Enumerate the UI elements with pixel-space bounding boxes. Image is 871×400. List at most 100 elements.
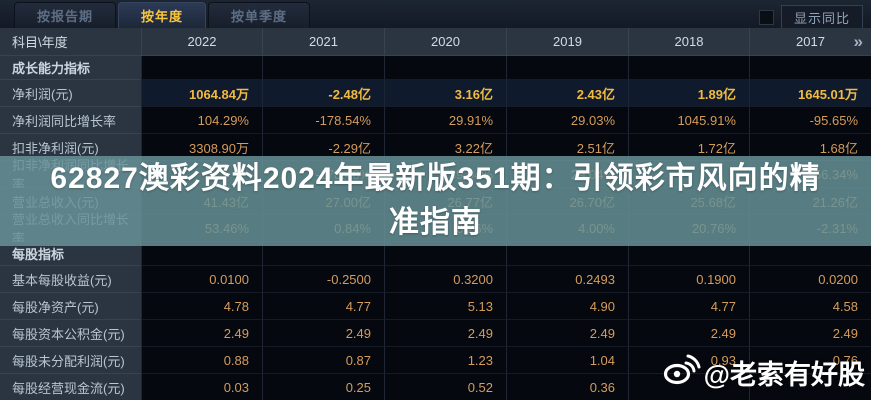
row-label: 扣非净利润同比增长率: [0, 158, 141, 192]
tab-by-report-period[interactable]: 按报告期: [14, 2, 117, 28]
value-cell: 0.52: [384, 374, 506, 400]
value-cell: 0.0100: [141, 266, 262, 293]
value-cell: 0.03: [141, 374, 262, 400]
row-label: 净利润(元): [0, 80, 141, 107]
show-yoy-button[interactable]: 显示同比: [780, 5, 863, 30]
table-row[interactable]: 净利润(元) 1064.84万 -2.48亿 3.16亿 2.43亿 1.89亿 1645.…: [0, 80, 871, 107]
table-row[interactable]: 扣非净利润同比增长率 -178.46% 39.04% 29.04% -56.34%: [0, 158, 871, 192]
value-cell: 26.77亿: [384, 188, 506, 215]
row-label: 每股净资产(元): [0, 293, 141, 320]
section-empty-cell: [628, 56, 749, 80]
value-cell: 21.26亿: [749, 188, 871, 215]
value-cell: 0.76: [749, 347, 871, 374]
value-cell: 3.16亿: [384, 80, 506, 107]
value-cell: 1.04: [506, 347, 628, 374]
value-cell: 0.87: [262, 347, 384, 374]
tab-by-single-quarter[interactable]: 按单季度: [208, 2, 311, 28]
year-header-2017: 2017»: [749, 28, 871, 56]
value-cell: 0.2493: [506, 266, 628, 293]
row-label: 每股经营现金流(元): [0, 374, 141, 400]
row-label: 净利润同比增长率: [0, 107, 141, 134]
section-empty-cell: [506, 242, 628, 266]
value-cell: 2.49: [506, 320, 628, 347]
value-cell: 1064.84万: [141, 80, 262, 107]
value-cell: 39.04%: [384, 161, 506, 188]
value-cell: 29.91%: [384, 107, 506, 134]
corner-header-cell: 科目\年度: [0, 28, 141, 56]
section-empty-cell: [141, 242, 262, 266]
value-cell: [628, 374, 749, 400]
value-cell: 0.36: [506, 374, 628, 400]
value-cell: 4.58: [749, 293, 871, 320]
value-cell: 41.43亿: [141, 188, 262, 215]
value-cell: 4.77: [262, 293, 384, 320]
value-cell: [141, 161, 262, 188]
value-cell: 2.43亿: [506, 80, 628, 107]
value-cell: [628, 161, 749, 188]
section-empty-cell: [384, 56, 506, 80]
table-row[interactable]: 每股未分配利润(元) 0.88 0.87 1.23 1.04 0.93 0.76: [0, 347, 871, 374]
value-cell: 20.76%: [628, 215, 749, 242]
section-title: 成长能力指标: [0, 56, 141, 80]
value-cell: 0.0200: [749, 266, 871, 293]
value-cell: 2.51亿: [506, 134, 628, 161]
value-cell: 2.49: [141, 320, 262, 347]
value-cell: 1.89亿: [628, 80, 749, 107]
section-empty-cell: [749, 56, 871, 80]
value-cell: 1.23: [384, 347, 506, 374]
section-empty-cell: [628, 242, 749, 266]
tab-by-year[interactable]: 按年度: [118, 2, 207, 28]
value-cell: -95.65%: [749, 107, 871, 134]
row-label: 基本每股收益(元): [0, 266, 141, 293]
value-cell: 0.26%: [384, 215, 506, 242]
section-empty-cell: [141, 56, 262, 80]
value-cell: -2.31%: [749, 215, 871, 242]
value-cell: 2.49: [262, 320, 384, 347]
value-cell: 25.68亿: [628, 188, 749, 215]
value-cell: 53.46%: [141, 215, 262, 242]
row-label: 每股资本公积金(元): [0, 320, 141, 347]
table-row[interactable]: 每股净资产(元) 4.78 4.77 5.13 4.90 4.77 4.58: [0, 293, 871, 320]
value-cell: 27.00亿: [262, 188, 384, 215]
table-row[interactable]: 每股资本公积金(元) 2.49 2.49 2.49 2.49 2.49 2.49: [0, 320, 871, 347]
financial-table: 科目\年度 2022 2021 2020 2019 2018 2017» 成长能力指标 净利润(…: [0, 28, 871, 400]
value-cell: 4.77: [628, 293, 749, 320]
value-cell: [749, 374, 871, 400]
value-cell: 2.49: [384, 320, 506, 347]
year-header-2018: 2018: [628, 28, 749, 56]
value-cell: 29.03%: [506, 107, 628, 134]
table-row[interactable]: 营业总收入同比增长率 53.46% 0.84% 0.26% 4.00% 20.76% -2.…: [0, 212, 871, 246]
value-cell: 104.29%: [141, 107, 262, 134]
value-cell: 0.3200: [384, 266, 506, 293]
value-cell: 3308.90万: [141, 134, 262, 161]
value-cell: -178.54%: [262, 107, 384, 134]
value-cell: 1645.01万: [749, 80, 871, 107]
value-cell: -0.2500: [262, 266, 384, 293]
section-header-row: 成长能力指标: [0, 56, 871, 80]
tab-bar: 按报告期 按年度 按单季度 显示同比: [0, 0, 871, 30]
value-cell: 4.00%: [506, 215, 628, 242]
value-cell: -2.29亿: [262, 134, 384, 161]
year-header-2021: 2021: [262, 28, 384, 56]
section-header-row: 每股指标: [0, 242, 871, 266]
section-empty-cell: [262, 242, 384, 266]
value-cell: -2.48亿: [262, 80, 384, 107]
value-cell: 0.93: [628, 347, 749, 374]
value-cell: 1045.91%: [628, 107, 749, 134]
table-header-row: 科目\年度 2022 2021 2020 2019 2018 2017»: [0, 28, 871, 56]
more-columns-icon[interactable]: »: [853, 31, 863, 51]
value-cell: 2.49: [749, 320, 871, 347]
value-cell: 4.90: [506, 293, 628, 320]
section-empty-cell: [749, 242, 871, 266]
show-yoy-checkbox[interactable]: [758, 10, 774, 25]
table-row[interactable]: 每股经营现金流(元) 0.03 0.25 0.52 0.36: [0, 374, 871, 400]
year-header-2022: 2022: [141, 28, 262, 56]
value-cell: 3.22亿: [384, 134, 506, 161]
row-label: 每股未分配利润(元): [0, 347, 141, 374]
year-header-2020: 2020: [384, 28, 506, 56]
year-header-2019: 2019: [506, 28, 628, 56]
section-empty-cell: [506, 56, 628, 80]
table-row[interactable]: 净利润同比增长率 104.29% -178.54% 29.91% 29.03% 1045.…: [0, 107, 871, 134]
table-row[interactable]: 基本每股收益(元) 0.0100 -0.2500 0.3200 0.2493 0.1900…: [0, 266, 871, 293]
tab-controls: 显示同比: [758, 5, 863, 30]
